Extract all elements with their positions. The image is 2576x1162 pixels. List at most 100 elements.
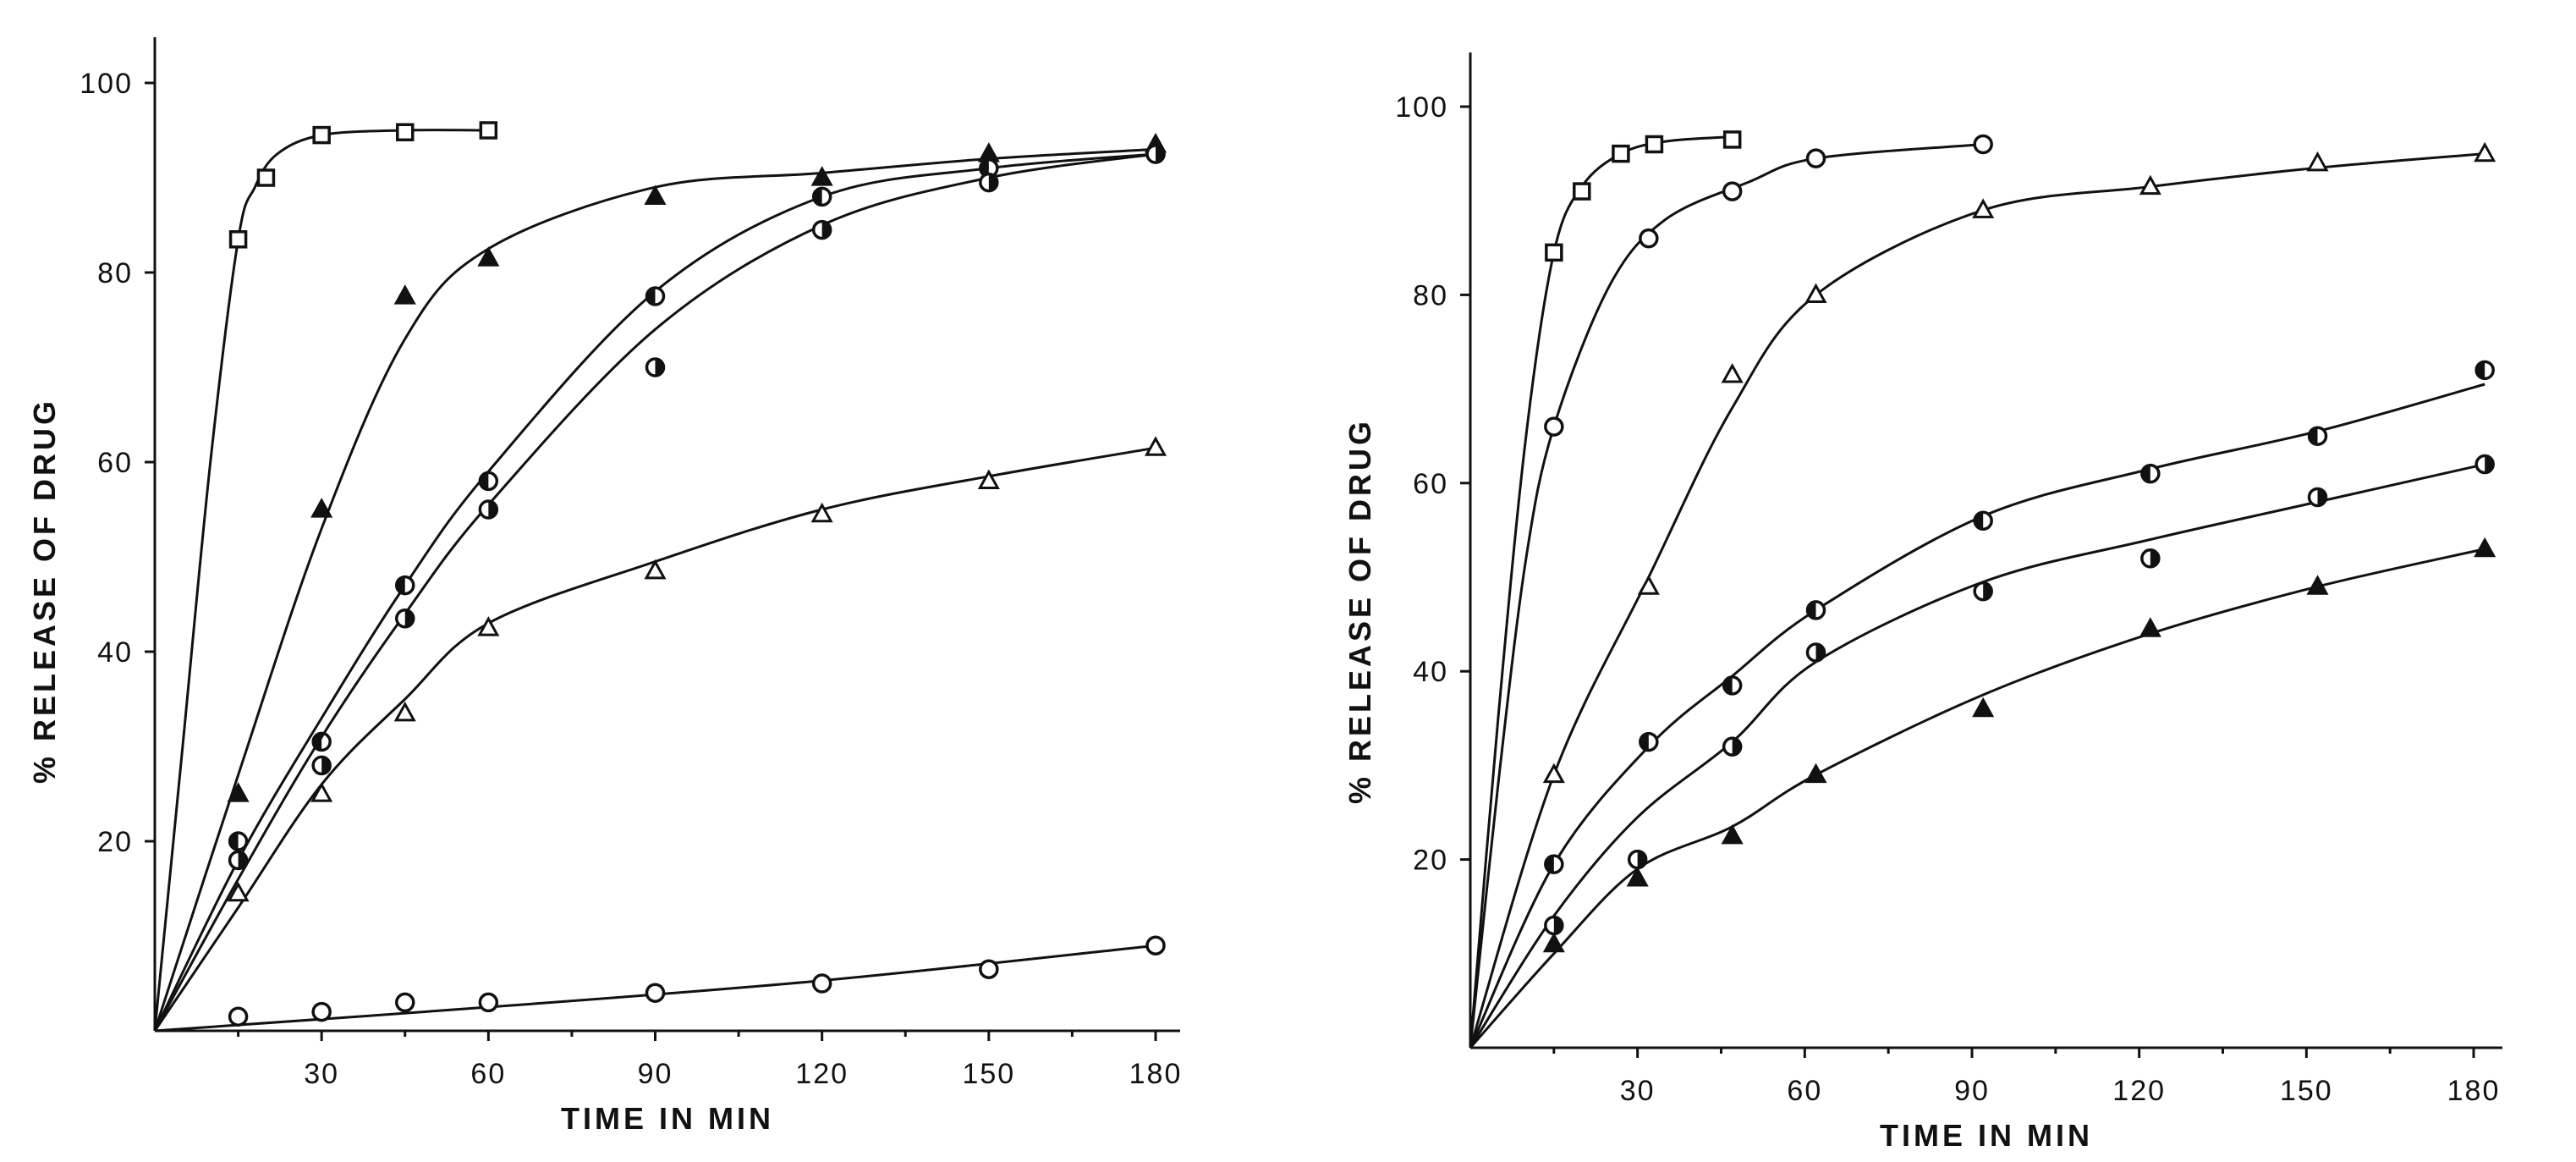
right-chart: 30 60 90 120 150 180 20 40 60 80 100 TIME IN MIN % R… <box>1343 52 2502 1153</box>
data-point-open-triangle <box>810 502 833 523</box>
marker-fill <box>229 833 239 850</box>
marker-fill <box>1975 512 1984 530</box>
data-point-right-half-circle <box>979 172 999 193</box>
marker-fill <box>1732 738 1741 756</box>
data-point-open-circle <box>645 983 666 1003</box>
data-point-right-half-circle <box>811 219 832 240</box>
marker-fill <box>404 609 414 627</box>
data-point-left-half-circle <box>2474 360 2495 381</box>
data-point-left-half-circle <box>645 286 666 306</box>
data-point-open-triangle <box>227 881 250 902</box>
data-point-right-half-circle <box>478 499 499 520</box>
series-line <box>153 446 1156 1032</box>
series-circle-open <box>1469 134 1993 1049</box>
x-tick-label: 150 <box>962 1058 1015 1090</box>
x-axis-label: TIME IN MIN <box>1880 1118 2093 1153</box>
series-circle-right-half <box>1469 454 2495 1049</box>
series-triangle-filled <box>153 132 1167 1032</box>
y-tick-label: 40 <box>1413 656 1448 688</box>
data-point-filled-triangle <box>477 246 500 267</box>
data-point-left-half-circle <box>1722 675 1743 696</box>
data-point-filled-triangle <box>227 782 250 802</box>
data-point-right-half-circle <box>2140 548 2161 569</box>
data-point-open-circle <box>395 992 415 1013</box>
marker-fill <box>813 188 822 206</box>
data-point-square <box>1612 144 1630 163</box>
data-point-square <box>479 121 498 140</box>
marker-fill <box>646 288 656 305</box>
data-point-right-half-circle <box>228 850 249 871</box>
x-tick-label: 90 <box>638 1058 673 1090</box>
data-point-left-half-circle <box>478 471 499 492</box>
data-point-filled-triangle <box>1626 866 1649 887</box>
data-point-square <box>1545 243 1563 262</box>
data-point-right-half-circle <box>645 357 666 377</box>
marker-fill <box>1553 917 1563 934</box>
data-point-right-half-circle <box>1973 581 1993 602</box>
series-line <box>1469 152 2485 1049</box>
series-square-open <box>153 121 498 1032</box>
marker-fill <box>1545 856 1554 873</box>
x-tick-label: 30 <box>1620 1075 1656 1107</box>
series-triangle-open <box>1469 141 2496 1049</box>
x-tick-label: 180 <box>2447 1075 2501 1107</box>
data-point-square <box>1722 130 1742 149</box>
x-tick-label: 120 <box>795 1058 849 1090</box>
data-point-right-half-circle <box>1544 915 1564 936</box>
data-point-open-circle <box>228 1006 249 1027</box>
data-point-square <box>1573 182 1591 201</box>
x-tick-label: 60 <box>470 1058 506 1090</box>
y-axis-label: % RELEASE OF DRUG <box>1343 418 1377 804</box>
data-point-open-triangle <box>1637 575 1660 595</box>
x-tick-label: 30 <box>304 1058 339 1090</box>
y-axis-label: % RELEASE OF DRUG <box>27 398 62 784</box>
data-point-square <box>228 230 248 249</box>
data-point-left-half-circle <box>395 575 415 596</box>
data-point-left-half-circle <box>1544 854 1564 874</box>
y-tick-label: 80 <box>97 257 133 289</box>
data-point-open-triangle <box>310 782 333 802</box>
series-circle-left-half <box>153 144 1166 1032</box>
data-point-open-triangle <box>1721 363 1744 383</box>
series-circle-left-half <box>1469 360 2495 1049</box>
y-tick-label: 20 <box>97 826 133 858</box>
data-point-open-circle <box>979 959 999 979</box>
y-tick-label: 80 <box>1413 279 1448 311</box>
marker-fill <box>321 757 331 774</box>
x-axis-label: TIME IN MIN <box>561 1101 774 1136</box>
data-point-left-half-circle <box>1805 600 1826 620</box>
marker-fill <box>1156 146 1164 162</box>
data-point-right-half-circle <box>1145 144 1166 164</box>
marker-fill <box>1815 643 1825 661</box>
marker-fill <box>2309 427 2318 445</box>
data-point-right-half-circle <box>1805 642 1826 663</box>
data-point-filled-triangle <box>1721 823 1744 845</box>
marker-fill <box>988 173 997 191</box>
x-tick-label: 150 <box>2280 1075 2333 1107</box>
data-point-open-triangle <box>977 469 1000 489</box>
data-point-left-half-circle <box>1639 731 1659 752</box>
marker-fill <box>655 359 664 376</box>
data-point-open-triangle <box>1972 198 1995 218</box>
data-point-open-circle <box>1145 935 1166 955</box>
marker-fill <box>2317 488 2326 506</box>
series-line <box>1469 143 1984 1049</box>
data-point-left-half-circle <box>228 831 249 851</box>
marker-fill <box>2141 465 2150 482</box>
series-line <box>153 152 1156 1032</box>
series-line <box>153 147 1156 1032</box>
data-point-filled-triangle <box>1542 932 1565 953</box>
data-point-left-half-circle <box>1973 510 1993 531</box>
data-point-right-half-circle <box>311 755 332 776</box>
left-chart: 30 60 90 120 150 180 20 40 60 80 100 TIME IN MIN % R… <box>27 37 1183 1136</box>
data-point-left-half-circle <box>811 186 832 207</box>
data-point-open-triangle <box>2306 151 2329 172</box>
data-point-left-half-circle <box>2140 463 2161 484</box>
data-point-square <box>256 168 276 187</box>
data-point-open-triangle <box>1542 763 1565 784</box>
data-point-open-circle <box>1544 416 1564 437</box>
data-point-square <box>312 125 331 145</box>
x-tick-label: 180 <box>1129 1058 1183 1090</box>
